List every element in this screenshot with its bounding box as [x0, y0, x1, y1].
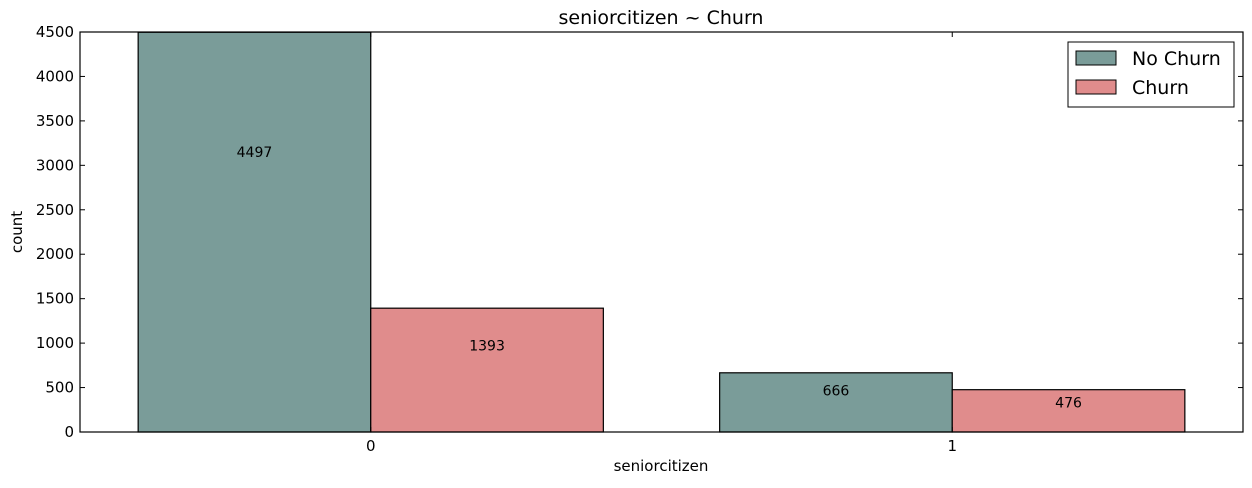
data-label: 666 — [823, 384, 850, 400]
y-tick-label: 3500 — [36, 112, 74, 130]
y-tick-label: 2500 — [36, 201, 74, 219]
y-tick-label: 2000 — [36, 245, 74, 263]
y-tick-label: 1500 — [36, 290, 74, 308]
x-tick-label: 0 — [366, 437, 376, 455]
y-tick-label: 500 — [45, 379, 74, 397]
y-tick-label: 3000 — [36, 156, 74, 174]
legend: No Churn Churn — [1067, 41, 1235, 108]
x-tick-label: 1 — [947, 437, 957, 455]
legend-label: No Churn — [1132, 48, 1221, 70]
y-axis-title: count — [8, 211, 26, 253]
y-tick-label: 4000 — [36, 67, 74, 85]
y-tick-label: 1000 — [36, 334, 74, 352]
chart-title: seniorcitizen ~ Churn — [559, 7, 764, 29]
legend-label: Churn — [1132, 77, 1189, 99]
y-tick-label: 0 — [64, 423, 74, 441]
data-label: 4497 — [237, 145, 273, 161]
bar-churn-0 — [370, 307, 604, 433]
bar-no-churn-0 — [137, 31, 372, 433]
bars-layer — [137, 31, 1186, 433]
data-labels-layer: 4497 1393 666 476 — [237, 145, 1082, 411]
legend-swatch — [1075, 50, 1117, 66]
y-axis: 0 500 1000 1500 2000 2500 3000 3500 4000 4500 — [36, 23, 1243, 441]
data-label: 1393 — [469, 338, 505, 354]
plot-frame — [79, 31, 1244, 433]
bar-churn-1 — [951, 389, 1186, 433]
data-label: 476 — [1055, 395, 1082, 411]
bar-no-churn-1 — [719, 372, 953, 433]
y-tick-label: 4500 — [36, 23, 74, 41]
x-axis-title: seniorcitizen — [614, 457, 709, 475]
legend-swatch — [1075, 79, 1117, 95]
